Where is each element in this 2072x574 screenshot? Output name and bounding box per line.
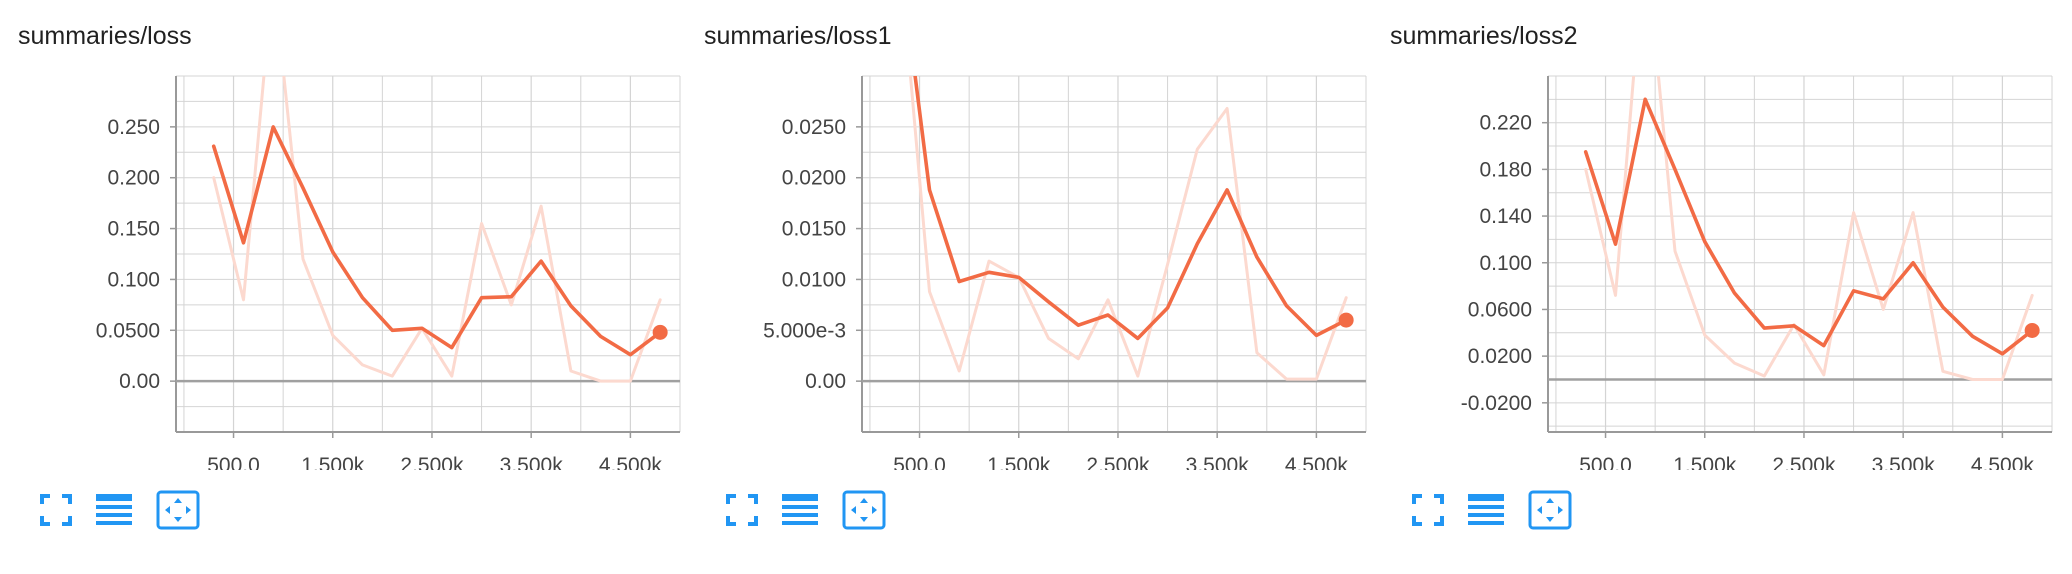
chart-card-loss1: summaries/loss1 0.0250 0.0200 0.0150 0.0100… <box>686 0 1376 574</box>
chart-title: summaries/loss <box>18 22 192 50</box>
y-tick-label: 0.00 <box>805 370 846 393</box>
y-tick-label: -0.0200 <box>1461 392 1532 415</box>
y-tick-label: 0.00 <box>119 370 160 393</box>
y-tick-label: 0.140 <box>1479 205 1532 228</box>
fullscreen-icon[interactable] <box>36 490 76 530</box>
y-tick-label: 0.180 <box>1479 158 1532 181</box>
series-group <box>1583 76 2035 381</box>
list-icon[interactable] <box>94 490 134 530</box>
x-tick-label: 500.0 <box>1579 454 1632 470</box>
x-tick-label: 2.500k <box>400 454 464 470</box>
last-point-marker <box>2024 322 2040 338</box>
smoothed-series-line <box>913 76 1349 341</box>
raw-series-line <box>1584 76 2034 381</box>
x-tick-label: 4.500k <box>599 454 663 470</box>
x-tick-label: 2.500k <box>1086 454 1150 470</box>
y-tick-label: 0.100 <box>107 268 160 291</box>
list-icon[interactable] <box>780 490 820 530</box>
y-tick-label: 0.200 <box>107 167 160 190</box>
last-point-marker <box>1338 312 1354 328</box>
x-tick-label: 4.500k <box>1285 454 1349 470</box>
smoothed-series-line <box>1583 97 2035 356</box>
chart-title: summaries/loss2 <box>1390 22 1578 50</box>
x-tick-label: 3.500k <box>1186 454 1250 470</box>
y-tick-label: 0.0250 <box>782 116 846 139</box>
y-tick-label: 0.0100 <box>782 268 846 291</box>
x-tick-label: 3.500k <box>1872 454 1936 470</box>
fit-domain-icon[interactable] <box>842 490 886 530</box>
y-tick-label: 0.0600 <box>1468 298 1532 321</box>
chart-card-loss: summaries/loss 0.250 0.200 0.150 0.100 0.050… <box>0 0 690 574</box>
chart-plot[interactable]: 0.220 0.180 0.140 0.100 0.0600 0.0200 -0.0200 5… <box>1372 0 2062 470</box>
fit-domain-icon[interactable] <box>156 490 200 530</box>
series-group <box>211 76 663 383</box>
x-tick-label: 500.0 <box>893 454 946 470</box>
list-icon[interactable] <box>1466 490 1506 530</box>
y-tick-label: 0.150 <box>107 218 160 241</box>
series-group <box>908 76 1349 381</box>
x-tick-label: 4.500k <box>1971 454 2035 470</box>
last-point-marker <box>652 324 668 340</box>
x-tick-label: 1.500k <box>301 454 365 470</box>
chart-plot[interactable]: 0.250 0.200 0.150 0.100 0.0500 0.00 500.0 1.500… <box>0 0 690 470</box>
y-tick-label: 0.100 <box>1479 252 1532 275</box>
chart-title: summaries/loss1 <box>704 22 892 50</box>
y-tick-label: 0.0150 <box>782 218 846 241</box>
y-tick-label: 0.0200 <box>1468 345 1532 368</box>
y-tick-label: 5.000e-3 <box>763 319 846 342</box>
y-tick-label: 0.250 <box>107 116 160 139</box>
smoothed-series-line <box>211 125 663 357</box>
fullscreen-icon[interactable] <box>722 490 762 530</box>
raw-series-line <box>212 76 662 383</box>
chart-plot[interactable]: 0.0250 0.0200 0.0150 0.0100 5.000e-3 0.00 500.… <box>686 0 1376 470</box>
y-tick-label: 0.220 <box>1479 112 1532 135</box>
fit-domain-icon[interactable] <box>1528 490 1572 530</box>
fullscreen-icon[interactable] <box>1408 490 1448 530</box>
x-tick-label: 1.500k <box>987 454 1051 470</box>
x-tick-label: 3.500k <box>500 454 564 470</box>
x-tick-label: 2.500k <box>1772 454 1836 470</box>
y-tick-label: 0.0500 <box>96 319 160 342</box>
raw-series-line <box>908 76 1348 381</box>
y-tick-label: 0.0200 <box>782 167 846 190</box>
x-tick-label: 1.500k <box>1673 454 1737 470</box>
chart-card-loss2: summaries/loss2 0.220 0.180 0.140 0.100 0.06… <box>1372 0 2062 574</box>
x-tick-label: 500.0 <box>207 454 260 470</box>
